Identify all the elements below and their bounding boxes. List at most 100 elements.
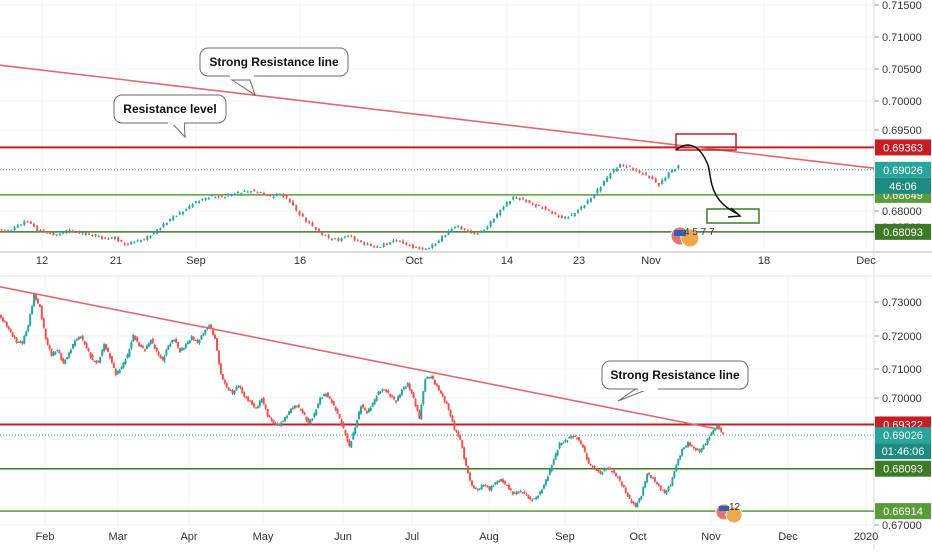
p1-candle-body-113-1 [655,481,658,485]
p1-candle-body-21-0 [116,370,119,374]
p0-candle-body-4-2 [36,226,39,231]
p0-candle-body-27-2 [259,191,262,193]
p1-candle-body-88-0 [507,484,510,490]
p0-candle-body-61-1 [586,200,589,204]
p1-candle-body-62-0 [356,420,359,427]
p0-candle-body-68-0 [651,176,654,180]
p1-candle-body-39-1 [223,379,226,384]
p1-candle-body-21-1 [118,370,121,373]
p1-candle-body-58-2 [336,409,339,414]
p0-candle-body-66-1 [635,169,638,171]
p0-candle-body-35-1 [334,238,337,240]
p1-candle-body-101-1 [585,453,588,460]
p0-candle-body-9-1 [81,232,84,234]
p1-candle-body-104-2 [605,468,608,470]
p1-candle-body-77-1 [445,401,448,405]
p1-candle-body-94-0 [542,485,545,489]
p1-candle-body-56-1 [323,394,326,397]
p1-candle-body-33-0 [186,341,189,344]
p1-candle-body-100-2 [581,444,584,448]
p1-candle-body-73-1 [422,391,425,405]
p0-candle-body-24-0 [224,197,227,199]
p1-candle-body-92-2 [535,497,538,500]
p1-xtick-label-0: Feb [36,531,55,543]
p0-candle-body-58-1 [557,215,560,217]
p0-candle-body-15-1 [139,239,142,242]
p1-candle-body-80-2 [465,458,468,466]
p1-candle-body-80-0 [461,439,464,448]
p1-candle-body-44-1 [252,403,255,407]
callout-resistance-level-label: Resistance level [123,102,216,116]
p0-candle-body-33-2 [317,229,320,232]
p0-candle-body-39-1 [373,246,375,248]
p1-candle-body-80-1 [463,447,466,459]
p1-candle-body-15-2 [85,343,88,349]
p0-candle-body-67-2 [648,175,651,178]
p1-candle-body-109-0 [630,500,633,503]
p1-candle-body-35-1 [200,335,203,340]
p1-candle-body-64-1 [369,407,372,411]
p1-candle-body-85-1 [492,485,495,487]
p1-candle-body-92-1 [533,498,536,500]
p1-candle-body-49-0 [280,422,283,426]
p0-candle-body-8-0 [68,229,71,233]
p1-candle-body-104-0 [601,472,604,475]
p0-candle-body-55-2 [531,203,534,205]
p0-countdown-label: 46:06 [889,181,917,193]
p0-candle-body-44-1 [421,248,424,250]
p1-candle-body-98-1 [568,437,571,439]
p1-candle-body-112-2 [651,477,654,479]
p1-candle-body-111-1 [644,481,647,488]
p1-candle-body-84-1 [486,486,489,488]
p0-candle-body-12-2 [113,237,116,239]
p0-candle-body-16-0 [146,236,149,240]
p0-candle-body-52-0 [496,213,499,218]
p1-candle-body-11-0 [58,350,61,354]
callout-strong-resistance-bottom-label: Strong Resistance line [610,368,740,382]
p1-xtick-label-9: Nov [701,531,721,543]
p0-candle-body-19-1 [178,212,181,215]
p1-candle-body-119-2 [692,447,695,449]
p0-candle-body-20-1 [188,205,191,210]
p1-candle-body-63-2 [365,411,368,414]
p0-candle-body-51-2 [492,218,495,223]
p0-candle-body-70-0 [670,170,673,172]
p1-candle-body-5-0 [23,335,26,344]
p1-candle-body-82-2 [476,489,479,491]
p1-candle-body-106-1 [614,473,617,477]
p1-candle-body-123-0 [712,430,715,434]
p1-candle-body-65-2 [377,391,380,396]
p0-candle-body-54-2 [521,198,524,200]
p1-candle-body-119-0 [688,442,691,446]
p0-candle-body-26-0 [243,190,246,192]
p0-xtick-label-1: 21 [110,255,122,267]
p1-candle-body-59-1 [340,419,343,425]
p1-candle-body-121-0 [700,448,703,452]
p0-candle-body-42-2 [405,242,408,245]
p1-candle-body-98-0 [566,440,569,442]
p1-candle-body-81-1 [469,472,472,481]
p1-candle-body-90-0 [519,491,522,493]
p0-ytick-label-1: 0.71000 [882,32,922,44]
p1-candle-body-1-2 [3,321,6,323]
p1-candle-body-83-1 [480,485,483,490]
p0-candle-body-70-1 [674,169,677,172]
p0-candle-body-68-1 [654,178,657,182]
p1-candle-body-111-0 [642,487,645,496]
p1-candle-body-45-1 [258,401,261,407]
p1-candle-body-29-0 [163,356,166,362]
p1-xtick-label-6: Aug [479,531,499,543]
p0-candle-body-47-1 [450,228,453,232]
p0-candle-body-23-2 [220,196,223,198]
p1-candle-body-40-0 [227,387,230,391]
p1-candle-body-25-1 [142,346,145,348]
p0-candle-body-39-0 [369,243,372,247]
p1-candle-body-60-2 [348,440,351,447]
p1-candle-body-31-2 [179,348,182,353]
p1-candle-body-29-1 [165,349,168,356]
p0-candle-body-41-0 [389,242,392,245]
p0-candle-body-11-2 [104,237,107,239]
p1-candle-body-3-1 [13,336,16,338]
p1-candle-body-67-2 [389,393,392,397]
p1-candle-body-52-2 [301,409,304,414]
